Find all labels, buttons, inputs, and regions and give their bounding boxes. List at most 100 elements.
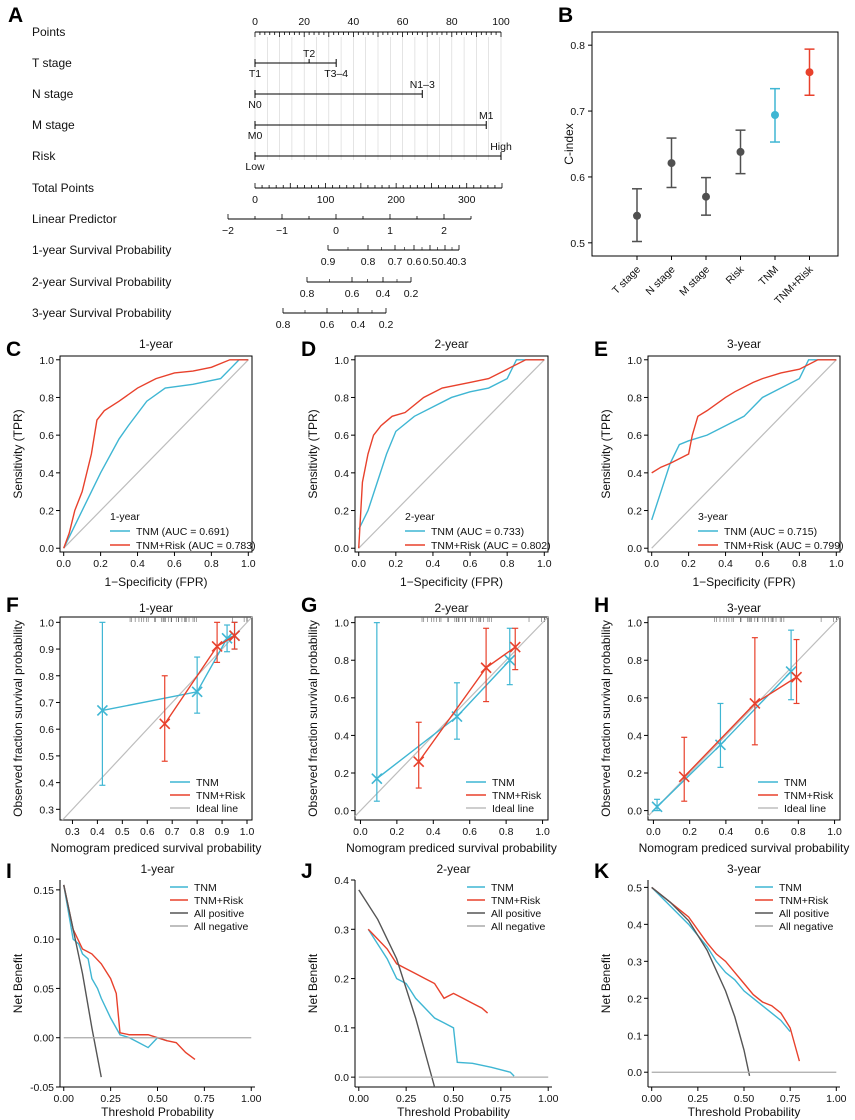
calibration-mark (651, 801, 663, 813)
x-axis-label: Nomogram prediced survival probability (51, 841, 262, 855)
survival-tick-label: 0.6 (407, 256, 422, 268)
x-tick-label: 0.9 (215, 826, 230, 838)
y-axis-label: Sensitivity (TPR) (599, 409, 613, 498)
x-tick-label: 0.4 (718, 558, 733, 570)
y-tick-label: 0.6 (39, 724, 54, 736)
y-axis-label: Sensitivity (TPR) (306, 409, 320, 498)
y-tick-label: 1.0 (334, 618, 349, 630)
linear-predictor-tick-label: 1 (387, 225, 393, 237)
x-tick-label: N stage (644, 264, 678, 298)
nomogram-row-label: Linear Predictor (32, 212, 117, 226)
x-tick-label: 0.8 (791, 826, 806, 838)
y-tick-label: 0.4 (39, 468, 54, 480)
y-tick-label: 1.0 (39, 355, 54, 367)
legend-label: TNM (491, 882, 514, 894)
chart-title: 2-year (436, 862, 470, 876)
y-tick-label: 0.2 (627, 768, 642, 780)
nomogram-row-label: N stage (32, 87, 74, 101)
c-index-point (633, 211, 641, 220)
c-index-point (771, 111, 779, 120)
calibration-mark (790, 671, 803, 683)
c-index-point (702, 192, 710, 201)
decision-curve (63, 884, 196, 1060)
x-tick-label: 0.0 (56, 558, 71, 570)
x-tick-label: 0.50 (734, 1093, 755, 1105)
x-axis-label: 1−Specificity (FPR) (400, 575, 503, 589)
panel-letter-G: G (301, 594, 317, 617)
panel-letter-K: K (594, 860, 609, 883)
x-tick-label: 0.6 (167, 558, 182, 570)
y-tick-label: 1.0 (627, 618, 642, 630)
panel-letter-J: J (301, 860, 313, 883)
calibration-mark (228, 630, 241, 642)
y-axis-label: Observed fraction survival probability (599, 620, 613, 817)
chart-title: 2-year (434, 337, 468, 351)
y-tick-label: -0.05 (30, 1082, 54, 1094)
legend-label: TNM (492, 777, 515, 789)
calibration-mark (159, 718, 171, 730)
decision-curve (358, 889, 436, 1088)
y-tick-label: 0.9 (39, 644, 54, 656)
x-tick-label: 0.5 (115, 826, 130, 838)
y-tick-label: 0.0 (627, 806, 642, 818)
plot-frame (354, 355, 549, 553)
points-tick-label: 40 (348, 16, 360, 28)
calibration-line (418, 646, 516, 763)
x-tick-label: 0.8 (190, 826, 205, 838)
survival-tick-label: 0.4 (438, 256, 453, 268)
panel-letter-B: B (558, 4, 573, 27)
calibration-mark (480, 662, 492, 674)
decision-curve (651, 886, 801, 1062)
calibration-mark (96, 704, 108, 717)
level-label: T1 (249, 68, 261, 80)
x-tick-label: 1.0 (535, 826, 550, 838)
chart-title: 3-year (727, 337, 761, 351)
y-tick-label: 0.15 (34, 885, 55, 897)
decision-curve (367, 928, 515, 1077)
y-tick-label: 0.3 (39, 804, 54, 816)
x-axis-label: Threshold Probability (101, 1105, 214, 1119)
y-tick-label: 0.2 (334, 974, 349, 986)
y-axis-label: Net Benefit (11, 953, 25, 1013)
survival-tick-label: 0.2 (379, 319, 394, 331)
calibration-mark (413, 756, 425, 768)
survival-tick-label: 0.6 (345, 288, 360, 300)
survival-tick-label: 0.4 (351, 319, 366, 331)
plot-frame (647, 355, 841, 553)
x-tick-label: 0.4 (719, 826, 734, 838)
x-tick-label: 0.00 (54, 1093, 75, 1105)
legend-label: TNM+Risk (784, 790, 834, 802)
y-axis-label: C-index (562, 123, 576, 164)
x-tick-label: 0.2 (682, 826, 697, 838)
x-tick-label: 0.00 (349, 1093, 370, 1105)
legend-label: Ideal line (196, 803, 238, 815)
y-tick-label: 0.2 (334, 768, 349, 780)
level-label: M0 (248, 130, 263, 142)
x-tick-label: 0.2 (93, 558, 108, 570)
y-tick-label: 0.7 (39, 697, 54, 709)
y-tick-label: 0.5 (39, 751, 54, 763)
survival-tick-label: 0.6 (320, 319, 335, 331)
y-tick-label: 0.7 (570, 106, 585, 118)
x-tick-label: 0.4 (90, 826, 105, 838)
y-axis-label: Net Benefit (306, 953, 320, 1013)
points-tick-label: 60 (397, 16, 409, 28)
y-tick-label: 0.4 (334, 730, 349, 742)
x-tick-label: Risk (724, 263, 747, 286)
decision-curve (63, 884, 102, 1078)
ideal-line (647, 616, 841, 817)
y-tick-label: 0.0 (627, 543, 642, 555)
x-tick-label: 0.4 (130, 558, 145, 570)
x-tick-label: 0.50 (443, 1093, 464, 1105)
legend-label: TNM (AUC = 0.715) (724, 526, 817, 538)
roc-curve (651, 359, 837, 521)
reference-diagonal (358, 359, 545, 549)
x-tick-label: 0.6 (755, 826, 770, 838)
y-tick-label: 0.8 (570, 40, 585, 52)
plot-frame (59, 355, 253, 553)
x-tick-label: 0.0 (351, 558, 366, 570)
x-tick-label: 0.8 (792, 558, 807, 570)
x-tick-label: 1.0 (827, 826, 842, 838)
legend-label: All positive (194, 908, 244, 920)
chart-title: 3-year (727, 601, 761, 615)
